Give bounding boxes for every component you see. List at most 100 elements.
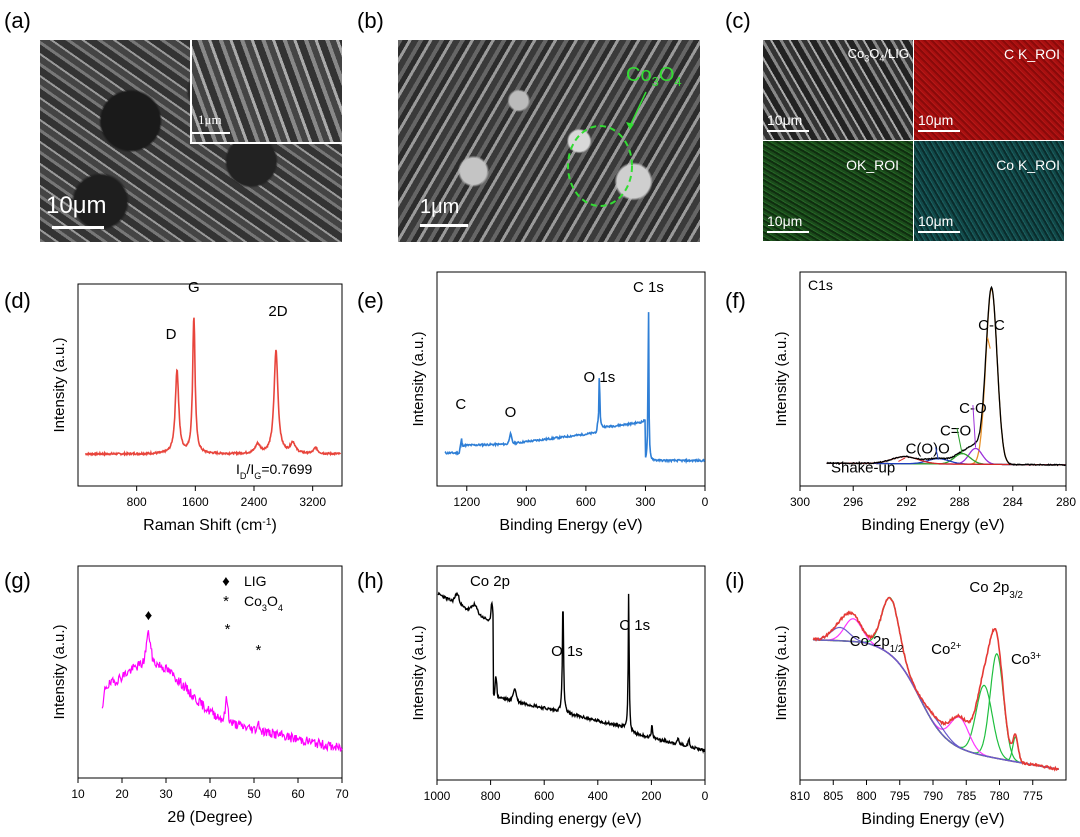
- y-axis-label-e: Intensity (a.u.): [410, 331, 427, 426]
- xps-survey-h-line: [437, 591, 706, 755]
- c1s-leader-cc: [986, 337, 991, 349]
- panel-label-g: (g): [4, 568, 31, 593]
- c1s-component-label-3: C(O)O: [906, 440, 950, 457]
- c1s-leader-line-2: [935, 447, 939, 460]
- inset-scale-label: 1μm: [198, 112, 222, 127]
- xps-e-peak-label-0: C: [455, 396, 466, 413]
- x-tick-label-i-7: 775: [1023, 789, 1043, 803]
- co3o4-dashed-ellipse: [567, 125, 633, 207]
- co3o4-region-overlay: [567, 91, 647, 207]
- c1s-component-label-4: Shake-up: [831, 460, 895, 477]
- eds-tile-carbon-scale: 10μm: [918, 112, 954, 128]
- inset-image-a: [190, 40, 342, 144]
- co2p-envelope-line: [812, 596, 1060, 772]
- x-axis-label-h: Binding energy (eV): [500, 811, 641, 828]
- eds-tile-oxygen: OK_ROI 10μm: [763, 141, 913, 241]
- y-axis-label-i: Intensity (a.u.): [773, 625, 790, 720]
- x-tick-label-i-5: 785: [956, 789, 976, 803]
- x-tick-label-e-4: 0: [702, 495, 709, 509]
- x-tick-label-h-0: 1000: [424, 789, 451, 803]
- co2p-annotation-0: Co 2p3/2: [969, 579, 1023, 601]
- xrd-legend-symbol-1: *: [223, 593, 229, 610]
- panel-label-h: (h): [357, 568, 384, 593]
- co3o4-label: Co3O4: [626, 64, 682, 89]
- xps-h-peak-label-2: C 1s: [619, 617, 650, 634]
- x-tick-label-e-1: 900: [516, 495, 536, 509]
- plot-frame-i: [799, 565, 1067, 781]
- eds-tile-cobalt-label: Co K_ROI: [996, 157, 1060, 173]
- raman-ratio-label: ID/IG=0.7699: [236, 461, 313, 481]
- eds-tile-carbon: C K_ROI 10μm: [914, 40, 1064, 140]
- co3o4-arrowhead: [626, 122, 634, 130]
- co2p-annotation-3: Co3+: [1011, 651, 1042, 669]
- xrd-peak-marker-2: *: [255, 642, 261, 659]
- plot-frame-f: [799, 271, 1067, 487]
- xps-e-peak-label-1: O: [505, 404, 517, 421]
- co2p-annotation-1: Co 2p1/2: [850, 633, 904, 655]
- scale-label-b: 1μm: [420, 196, 460, 218]
- xrd-legend-symbol-0: ♦: [222, 573, 230, 590]
- xps-e-peak-label-2: O 1s: [584, 369, 616, 386]
- x-tick-label-e-2: 600: [576, 495, 596, 509]
- co3o4-arrow-line: [629, 91, 647, 127]
- xrd-legend-label-1: Co3O4: [244, 593, 283, 613]
- x-tick-label-e-3: 300: [635, 495, 655, 509]
- panel-label-b: (b): [357, 8, 384, 33]
- eds-tile-oxygen-label: OK_ROI: [846, 157, 899, 173]
- x-tick-label-f-1: 296: [843, 495, 863, 509]
- x-tick-label-i-2: 800: [856, 789, 876, 803]
- eds-tile-cobalt-scale-bar: [918, 231, 960, 233]
- sem-image-b: Co3O4 1μm: [398, 40, 700, 242]
- y-axis-label-f: Intensity (a.u.): [773, 331, 790, 426]
- x-tick-label-g-2: 30: [159, 787, 173, 801]
- y-axis-label-g: Intensity (a.u.): [51, 624, 68, 719]
- panel-label-d: (d): [4, 288, 31, 313]
- eds-tile-sem-scale: 10μm: [767, 112, 803, 128]
- eds-tile-sem: Co3O4/LIG 10μm: [763, 40, 913, 140]
- x-axis-label-e: Binding Energy (eV): [499, 517, 642, 534]
- eds-tile-sem-scale-bar: [767, 130, 809, 132]
- panel-label-a: (a): [4, 8, 31, 33]
- c1s-leader-line-0: [972, 405, 977, 448]
- x-tick-label-i-1: 805: [823, 789, 843, 803]
- eds-tile-oxygen-scale: 10μm: [767, 213, 803, 229]
- panel-label-i: (i): [725, 568, 745, 593]
- x-axis-label-f: Binding Energy (eV): [861, 517, 1004, 534]
- xrd-pattern-line: [101, 630, 343, 753]
- x-tick-label-h-4: 200: [641, 789, 661, 803]
- x-tick-label-g-3: 40: [203, 787, 217, 801]
- c1s-component-label-2: C=O: [940, 423, 971, 440]
- x-tick-label-f-4: 284: [1003, 495, 1023, 509]
- scale-bar-a: [52, 226, 104, 229]
- x-tick-label-h-5: 0: [702, 789, 709, 803]
- x-tick-label-g-5: 60: [291, 787, 305, 801]
- xrd-peak-marker-1: *: [225, 621, 231, 638]
- co2p-annotation-2: Co2+: [931, 641, 962, 659]
- plot-frame-e: [436, 271, 706, 487]
- x-tick-label-i-6: 780: [989, 789, 1009, 803]
- x-tick-label-f-0: 300: [790, 495, 810, 509]
- eds-tile-oxygen-scale-bar: [767, 231, 809, 233]
- plot-frame-h: [436, 565, 706, 781]
- x-tick-label-d-0: 800: [127, 495, 147, 509]
- scale-label-a: 10μm: [46, 192, 107, 219]
- x-tick-label-d-2: 2400: [241, 495, 268, 509]
- xps-survey-e-line: [444, 312, 706, 464]
- panel-label-f: (f): [725, 288, 746, 313]
- co2p-component-sat-b: [813, 626, 1059, 770]
- raman-peak-label-1: G: [188, 279, 200, 296]
- x-tick-label-i-0: 810: [790, 789, 810, 803]
- plot-frame-d: [77, 283, 343, 487]
- x-tick-label-f-5: 280: [1056, 495, 1076, 509]
- x-tick-label-f-3: 288: [950, 495, 970, 509]
- x-axis-label-i: Binding Energy (eV): [861, 811, 1004, 828]
- x-tick-label-g-0: 10: [71, 787, 85, 801]
- x-tick-label-h-2: 600: [534, 789, 554, 803]
- c1s-envelope-line: [826, 285, 1066, 467]
- x-tick-label-e-0: 1200: [453, 495, 480, 509]
- xps-e-peak-label-3: C 1s: [633, 279, 664, 296]
- eds-tile-carbon-scale-bar: [918, 130, 960, 132]
- eds-tile-cobalt-scale: 10μm: [918, 213, 954, 229]
- eds-tile-carbon-label: C K_ROI: [1003, 46, 1060, 62]
